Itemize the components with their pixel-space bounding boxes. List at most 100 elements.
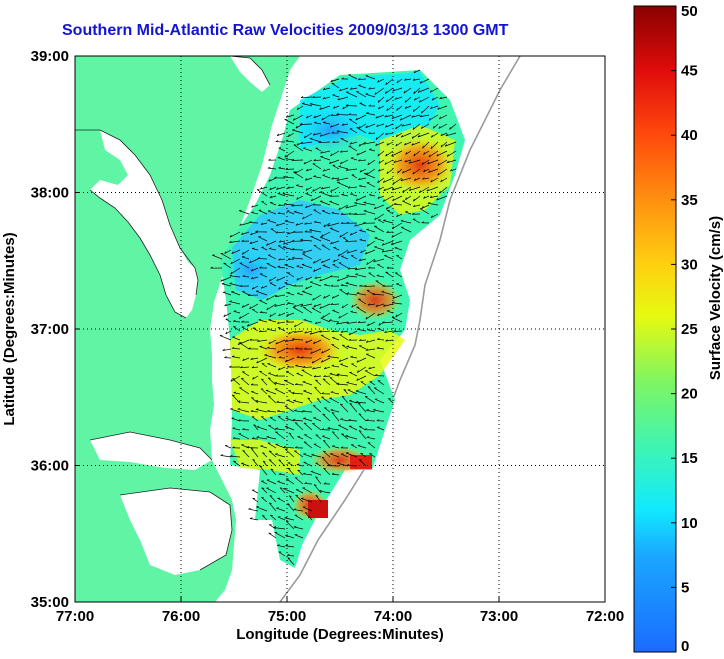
velocity-arrow	[394, 96, 403, 100]
velocity-arrow	[287, 399, 295, 404]
velocity-arrow	[313, 159, 322, 162]
velocity-arrow-head	[323, 224, 326, 228]
velocity-arrow	[248, 508, 259, 512]
velocity-arrow	[350, 193, 358, 197]
velocity-arrow	[337, 182, 349, 188]
velocity-arrow-head	[275, 374, 278, 377]
velocity-arrow-head	[436, 197, 439, 201]
velocity-arrow	[323, 468, 331, 476]
velocity-arrow	[293, 509, 304, 512]
velocity-arrow-head	[322, 378, 326, 380]
velocity-arrow-head	[313, 175, 316, 177]
velocity-arrow-head	[275, 341, 278, 345]
velocity-arrow	[251, 204, 259, 208]
velocity-arrow	[376, 275, 385, 278]
velocity-arrow	[222, 348, 232, 351]
velocity-arrow-head	[340, 330, 344, 333]
velocity-arrow-head	[357, 444, 361, 446]
velocity-arrow	[301, 264, 313, 269]
velocity-arrow-head	[346, 321, 350, 324]
velocity-arrow-head	[315, 494, 319, 497]
velocity-arrow-head	[305, 178, 308, 181]
velocity-arrow-head	[259, 311, 263, 313]
velocity-arrow	[284, 339, 295, 342]
velocity-arrow	[321, 357, 331, 363]
velocity-arrow-head	[233, 320, 236, 322]
velocity-arrow	[261, 487, 268, 494]
velocity-arrow-head	[382, 199, 385, 202]
velocity-arrow-head	[401, 124, 404, 127]
velocity-arrow-head	[285, 544, 288, 547]
velocity-arrow	[346, 249, 358, 254]
velocity-arrow	[339, 289, 349, 296]
velocity-arrow	[282, 193, 295, 197]
velocity-arrow	[295, 222, 304, 226]
velocity-arrow-head	[331, 177, 334, 180]
velocity-arrow	[252, 285, 259, 290]
velocity-arrow	[230, 455, 241, 458]
velocity-arrow	[292, 338, 304, 341]
velocity-arrow	[400, 220, 412, 224]
velocity-arrow-head	[404, 78, 407, 81]
velocity-arrow	[417, 132, 430, 138]
velocity-arrow	[251, 489, 259, 494]
velocity-arrow-head	[377, 196, 380, 199]
velocity-arrow	[252, 497, 259, 503]
velocity-arrow-head	[287, 467, 291, 470]
velocity-arrow-head	[365, 93, 369, 95]
velocity-arrow	[220, 455, 232, 458]
velocity-arrow-head	[321, 234, 324, 237]
velocity-arrow-head	[286, 554, 290, 556]
velocity-arrow	[386, 310, 394, 314]
velocity-arrow-head	[446, 160, 449, 163]
velocity-arrow-head	[305, 188, 308, 191]
velocity-arrow-head	[375, 304, 378, 307]
velocity-arrow	[385, 78, 394, 86]
velocity-arrow	[259, 312, 268, 314]
velocity-arrow-head	[248, 221, 252, 223]
velocity-arrow	[358, 159, 367, 162]
velocity-arrow-head	[283, 242, 286, 245]
velocity-arrow-head	[413, 91, 415, 94]
velocity-arrow-head	[364, 428, 367, 431]
velocity-arrow-head	[320, 360, 323, 363]
velocity-arrow-head	[309, 332, 313, 335]
velocity-arrow	[287, 258, 295, 260]
velocity-arrow	[312, 186, 322, 192]
velocity-arrow	[242, 429, 250, 431]
colorbar	[633, 5, 677, 653]
velocity-arrow-head	[313, 304, 316, 307]
colorbar-tick-label: 0	[681, 638, 689, 655]
velocity-arrow-head	[266, 435, 270, 438]
velocity-arrow	[314, 276, 322, 279]
velocity-arrow	[349, 128, 358, 134]
velocity-arrow-head	[337, 97, 340, 101]
velocity-arrow	[249, 258, 259, 264]
velocity-arrow-head	[242, 450, 246, 452]
velocity-arrow-head	[239, 284, 243, 287]
velocity-arrow	[368, 87, 376, 90]
velocity-arrow-head	[346, 274, 349, 277]
velocity-arrow	[411, 141, 421, 146]
velocity-arrow-head	[292, 256, 295, 259]
velocity-arrow-head	[292, 118, 295, 121]
velocity-arrow	[382, 177, 394, 183]
velocity-arrow	[294, 514, 304, 521]
velocity-arrow-head	[249, 260, 252, 264]
velocity-arrow-head	[277, 544, 280, 546]
velocity-arrow-head	[391, 301, 395, 304]
velocity-arrow	[267, 377, 277, 386]
velocity-arrow-head	[358, 402, 361, 405]
velocity-arrow-head	[240, 366, 243, 369]
velocity-arrow-head	[336, 322, 339, 325]
velocity-arrow	[276, 186, 286, 190]
velocity-arrow-head	[394, 97, 397, 100]
velocity-arrow	[261, 363, 268, 368]
velocity-arrow	[378, 105, 385, 110]
velocity-arrow	[230, 375, 241, 382]
velocity-arrow-head	[429, 195, 433, 198]
velocity-arrow	[339, 231, 349, 238]
velocity-arrow	[275, 428, 286, 431]
velocity-arrow-head	[346, 292, 350, 294]
velocity-arrow	[385, 271, 394, 278]
